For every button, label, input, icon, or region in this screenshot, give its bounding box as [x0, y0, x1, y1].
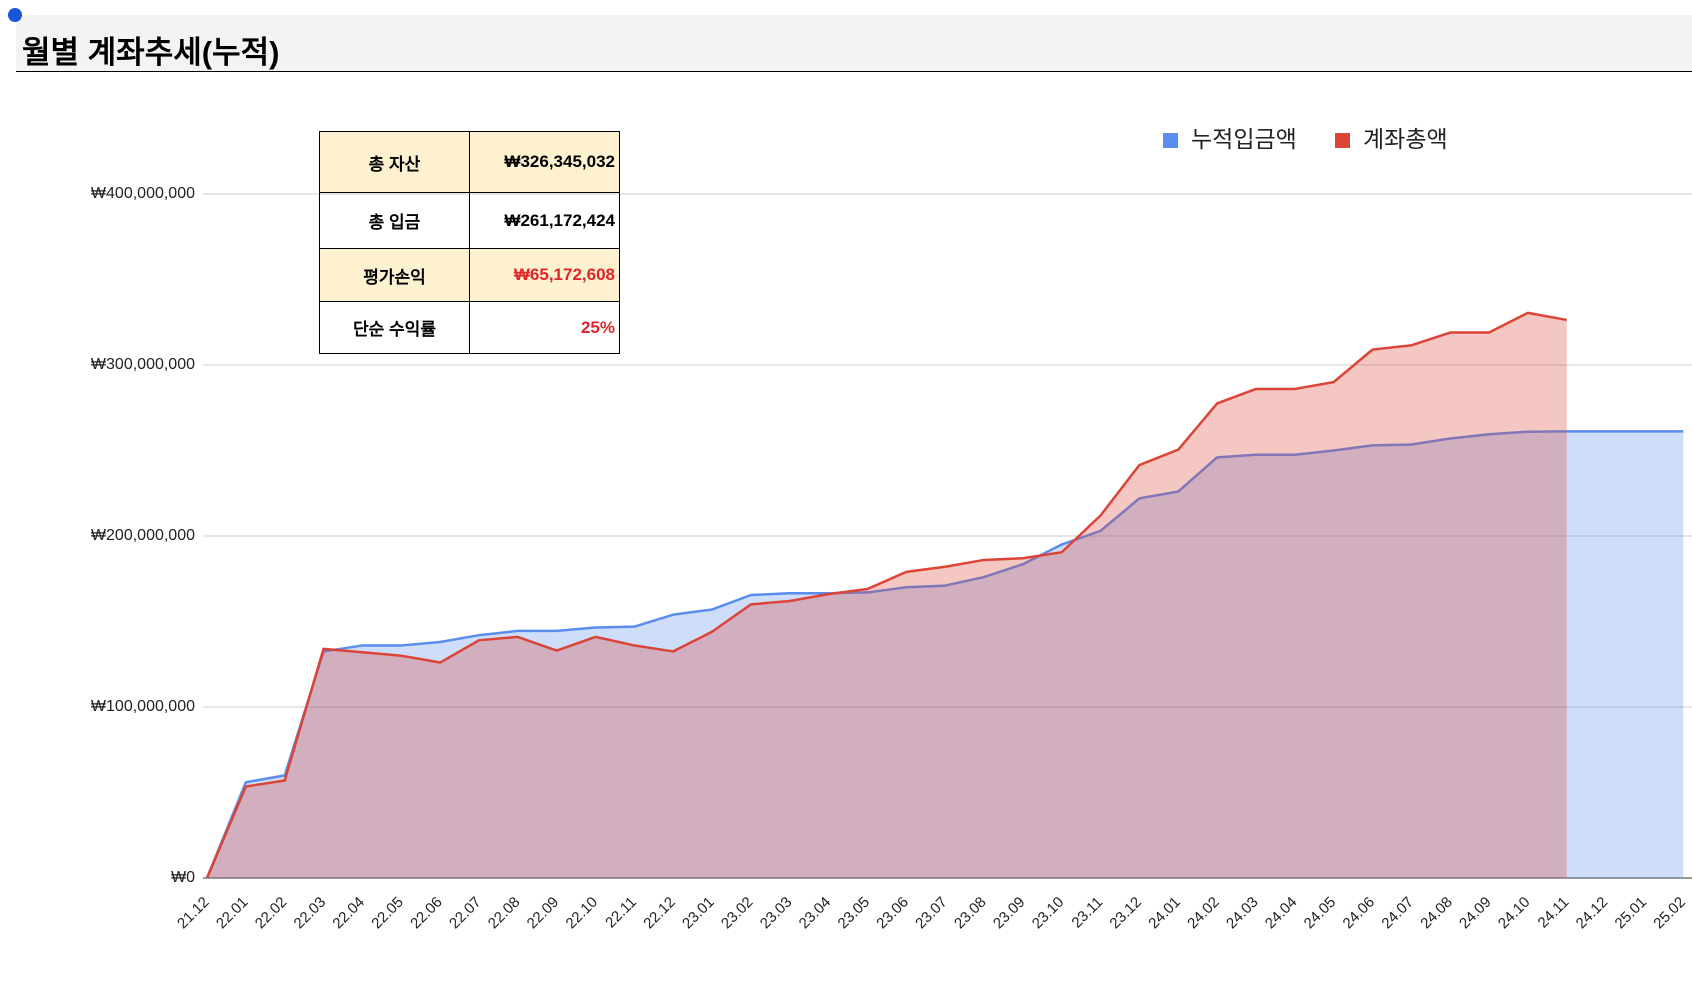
legend-swatch [1163, 133, 1178, 148]
x-tick-label: 24.04 [1262, 894, 1301, 933]
x-tick-label: 24.06 [1340, 894, 1379, 933]
x-tick-label: 22.09 [524, 894, 563, 933]
legend-label: 계좌총액 [1363, 126, 1448, 152]
area-fill [207, 431, 1684, 878]
x-tick-label: 22.12 [640, 894, 679, 933]
table-cell: 평가손익 [319, 248, 470, 302]
x-tick-label: 24.08 [1417, 894, 1456, 933]
x-tick-label: 22.01 [213, 894, 252, 933]
x-tick-label: 23.04 [796, 894, 835, 933]
y-tick-label: ₩200,000,000 [91, 527, 195, 544]
table-cell: 총 자산 [319, 131, 470, 193]
x-tick-label: 21.12 [174, 894, 213, 933]
x-tick-label: 23.07 [912, 894, 951, 933]
x-tick-label: 22.02 [252, 894, 291, 933]
legend-swatch [1335, 133, 1350, 148]
table-cell: ₩65,172,608 [469, 248, 620, 302]
x-tick-label: 23.08 [951, 894, 990, 933]
legend-label: 누적입금액 [1191, 126, 1297, 152]
x-tick-label: 23.11 [1068, 894, 1106, 932]
x-tick-label: 23.12 [1106, 894, 1145, 933]
x-tick-label: 22.05 [368, 894, 407, 933]
table-cell: 단순 수익률 [319, 301, 470, 354]
x-tick-label: 24.10 [1495, 894, 1534, 933]
x-tick-label: 23.05 [835, 894, 874, 933]
area-fill [207, 312, 1567, 879]
x-tick-label: 22.08 [485, 894, 524, 933]
table-cell: 총 입금 [319, 192, 470, 249]
x-tick-label: 24.11 [1535, 894, 1573, 932]
x-tick-label: 23.01 [679, 894, 718, 933]
selection-handle [8, 8, 22, 22]
sheet-title: 월별 계좌추세(누적) [22, 35, 280, 70]
x-tick-label: 24.07 [1378, 894, 1417, 933]
y-tick-label: ₩300,000,000 [91, 356, 195, 373]
x-tick-label: 24.02 [1184, 894, 1223, 933]
x-tick-label: 24.12 [1573, 894, 1612, 933]
x-tick-label: 24.01 [1145, 894, 1184, 933]
y-tick-label: ₩400,000,000 [91, 185, 195, 202]
sheet-header: 월별 계좌추세(누적) [16, 15, 1692, 72]
x-tick-label: 24.09 [1456, 894, 1495, 933]
table-cell: 25% [469, 301, 620, 354]
y-tick-label: ₩0 [171, 869, 195, 886]
series-line [205, 430, 1684, 879]
table-row: 총 입금 ₩261,172,424 [319, 192, 620, 249]
x-tick-label: 25.02 [1650, 894, 1689, 933]
x-tick-label: 24.05 [1301, 894, 1340, 933]
series-line [205, 311, 1567, 879]
x-tick-label: 25.01 [1612, 894, 1651, 933]
x-tick-label: 22.11 [602, 894, 640, 932]
x-tick-label: 22.06 [407, 894, 446, 933]
x-tick-label: 22.07 [446, 894, 485, 933]
x-tick-label: 23.02 [718, 894, 757, 933]
table-cell: ₩326,345,032 [469, 131, 620, 193]
table-cell: ₩261,172,424 [469, 192, 620, 249]
x-tick-label: 23.03 [757, 894, 796, 933]
x-tick-label: 23.09 [990, 894, 1029, 933]
x-tick-label: 23.10 [1029, 894, 1068, 933]
x-tick-label: 22.04 [329, 894, 368, 933]
table-row: 총 자산 ₩326,345,032 [319, 131, 620, 193]
x-tick-label: 22.10 [563, 894, 602, 933]
summary-table: 총 자산 ₩326,345,032 총 입금 ₩261,172,424 평가손익 ₩65,… [319, 131, 620, 354]
table-row: 평가손익 ₩65,172,608 [319, 248, 620, 302]
x-tick-label: 22.03 [291, 894, 330, 933]
table-row: 단순 수익률 25% [319, 301, 620, 354]
y-tick-label: ₩100,000,000 [91, 698, 195, 715]
x-tick-label: 24.03 [1223, 894, 1262, 933]
x-tick-label: 23.06 [873, 894, 912, 933]
